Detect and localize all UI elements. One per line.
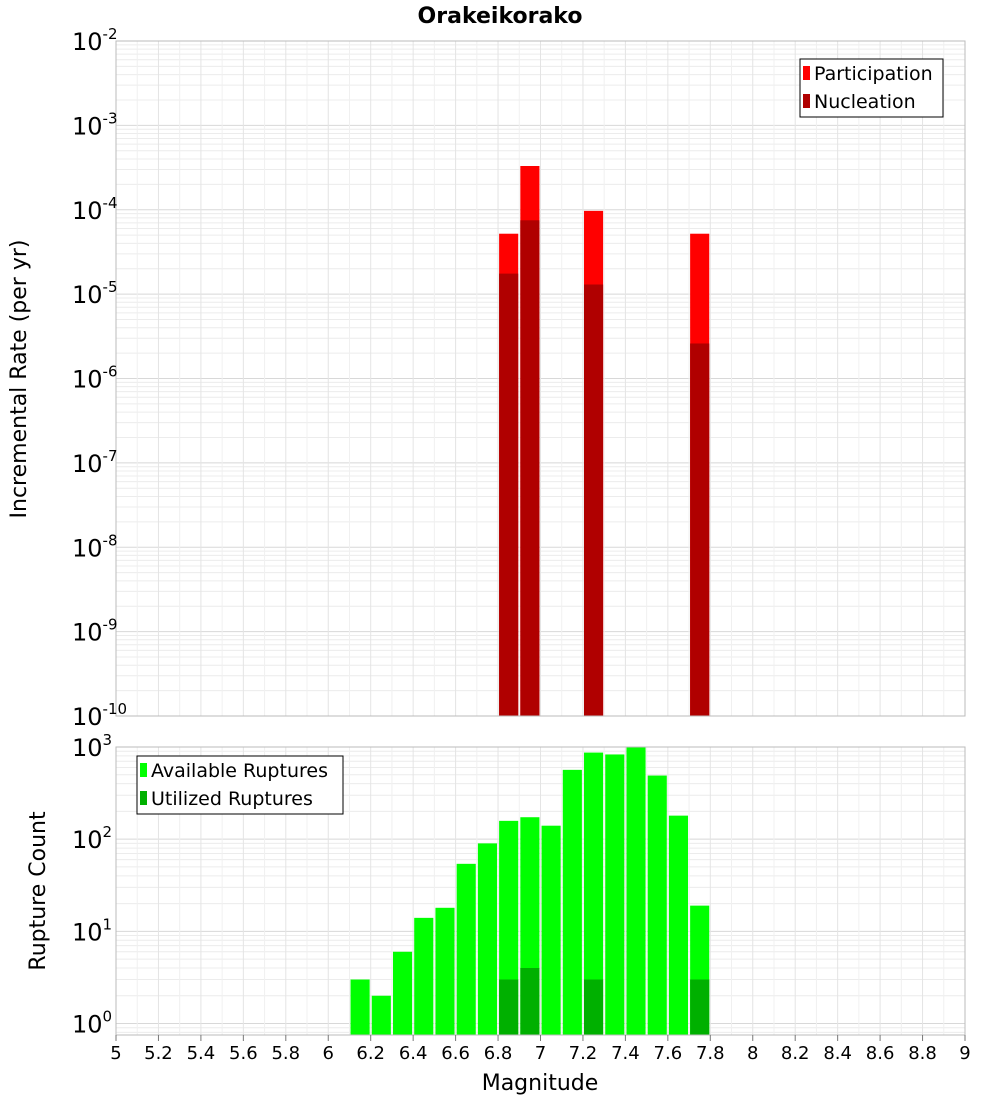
top-y-tick-label: 10-8 — [72, 531, 118, 562]
x-tick-label: 7.2 — [569, 1043, 598, 1064]
bottom-legend-label: Utilized Ruptures — [151, 788, 313, 810]
bottom-bar-available-ruptures — [456, 863, 476, 1035]
bottom-y-tick-label: 101 — [72, 915, 112, 946]
top-y-tick-label: 10-7 — [72, 447, 118, 478]
top-y-tick-label: 10-9 — [72, 616, 118, 647]
x-tick-label: 7.6 — [654, 1043, 683, 1064]
top-legend-swatch — [803, 66, 810, 80]
top-legend-box — [799, 58, 944, 118]
bottom-bar-utilized-ruptures — [499, 979, 519, 1035]
x-tick-label: 6.8 — [484, 1043, 513, 1064]
bottom-bar-available-ruptures — [626, 747, 646, 1035]
x-tick-label: 6.2 — [356, 1043, 385, 1064]
bottom-bar-available-ruptures — [435, 907, 455, 1035]
top-panel: 10-10 10-9 10-8 10-7 10-6 10-5 10-4 10-3 10-2 Par… — [72, 25, 966, 731]
bottom-legend: Available Ruptures Utilized Ruptures — [136, 755, 344, 815]
top-bar-nucleation — [690, 343, 710, 716]
bottom-bar-utilized-ruptures — [520, 967, 540, 1035]
bottom-y-axis-label: Rupture Count — [26, 811, 51, 971]
top-bar-nucleation — [499, 273, 519, 716]
bottom-bar-available-ruptures — [414, 917, 434, 1035]
x-axis-label: Magnitude — [482, 1071, 599, 1096]
bottom-legend-swatch — [140, 791, 147, 805]
x-tick-label: 5.8 — [271, 1043, 300, 1064]
bottom-legend-label: Available Ruptures — [151, 760, 328, 782]
top-bar-nucleation — [584, 284, 604, 716]
bottom-bar-available-ruptures — [605, 754, 625, 1035]
bottom-legend-swatch — [140, 763, 147, 777]
bottom-bar-available-ruptures — [584, 752, 604, 1035]
top-y-axis-label: Incremental Rate (per yr) — [7, 240, 32, 519]
top-legend-label: Nucleation — [814, 91, 916, 113]
x-tick-label: 8.8 — [908, 1043, 937, 1064]
top-legend-swatch — [803, 94, 810, 108]
bottom-bar-available-ruptures — [541, 825, 561, 1035]
x-tick-label: 7 — [535, 1043, 546, 1064]
top-y-tick-label: 10-4 — [72, 194, 118, 225]
bottom-y-tick-label: 102 — [72, 823, 112, 854]
bottom-bar-utilized-ruptures — [690, 979, 710, 1035]
bottom-panel: 100 101 102 103 Available Ruptures Utilized R… — [72, 731, 966, 1038]
bottom-bar-available-ruptures — [562, 769, 582, 1035]
top-bar-nucleation — [520, 220, 540, 717]
bottom-y-tick-label: 103 — [72, 731, 112, 762]
x-tick-label: 5 — [110, 1043, 121, 1064]
top-legend: Participation Nucleation — [799, 58, 944, 118]
x-tick-label: 5.4 — [187, 1043, 216, 1064]
top-y-tick-label: 10-10 — [72, 700, 127, 731]
bottom-bar-utilized-ruptures — [584, 979, 604, 1035]
bottom-bars — [350, 747, 710, 1035]
x-tick-label: 5.2 — [144, 1043, 173, 1064]
x-tick-label: 8.4 — [823, 1043, 852, 1064]
top-y-tick-label: 10-5 — [72, 278, 118, 309]
top-bars — [499, 166, 710, 717]
bottom-y-tick-label: 100 — [72, 1007, 112, 1038]
bottom-legend-box — [136, 755, 344, 815]
top-legend-label: Participation — [814, 63, 933, 85]
x-axis: 5 5.2 5.4 5.6 5.8 6 6.2 6.4 6.6 6.8 7 7.2 7.4 7.6 7.8 8… — [110, 1035, 971, 1064]
bottom-grid — [115, 747, 966, 1035]
top-frame — [115, 40, 966, 717]
x-tick-label: 7.4 — [611, 1043, 640, 1064]
bottom-bar-available-ruptures — [392, 951, 413, 1035]
bottom-bar-available-ruptures — [371, 995, 391, 1035]
x-tick-label: 6.6 — [441, 1043, 470, 1064]
chart-title: Orakeikorako — [418, 4, 583, 29]
x-tick-label: 6.4 — [399, 1043, 428, 1064]
bottom-bar-available-ruptures — [477, 843, 497, 1035]
x-tick-label: 6 — [323, 1043, 334, 1064]
top-y-tick-label: 10-3 — [72, 109, 118, 140]
top-y-tick-label: 10-6 — [72, 363, 118, 394]
x-tick-label: 8.6 — [866, 1043, 895, 1064]
x-tick-label: 9 — [959, 1043, 970, 1064]
bottom-bar-available-ruptures — [350, 979, 370, 1035]
top-grid — [115, 41, 966, 717]
x-tick-label: 5.6 — [229, 1043, 258, 1064]
x-tick-label: 8 — [747, 1043, 758, 1064]
bottom-bar-available-ruptures — [668, 815, 689, 1035]
x-tick-label: 8.2 — [781, 1043, 810, 1064]
x-tick-label: 7.8 — [696, 1043, 725, 1064]
top-y-tick-label: 10-2 — [72, 25, 118, 56]
bottom-bar-available-ruptures — [647, 775, 667, 1035]
